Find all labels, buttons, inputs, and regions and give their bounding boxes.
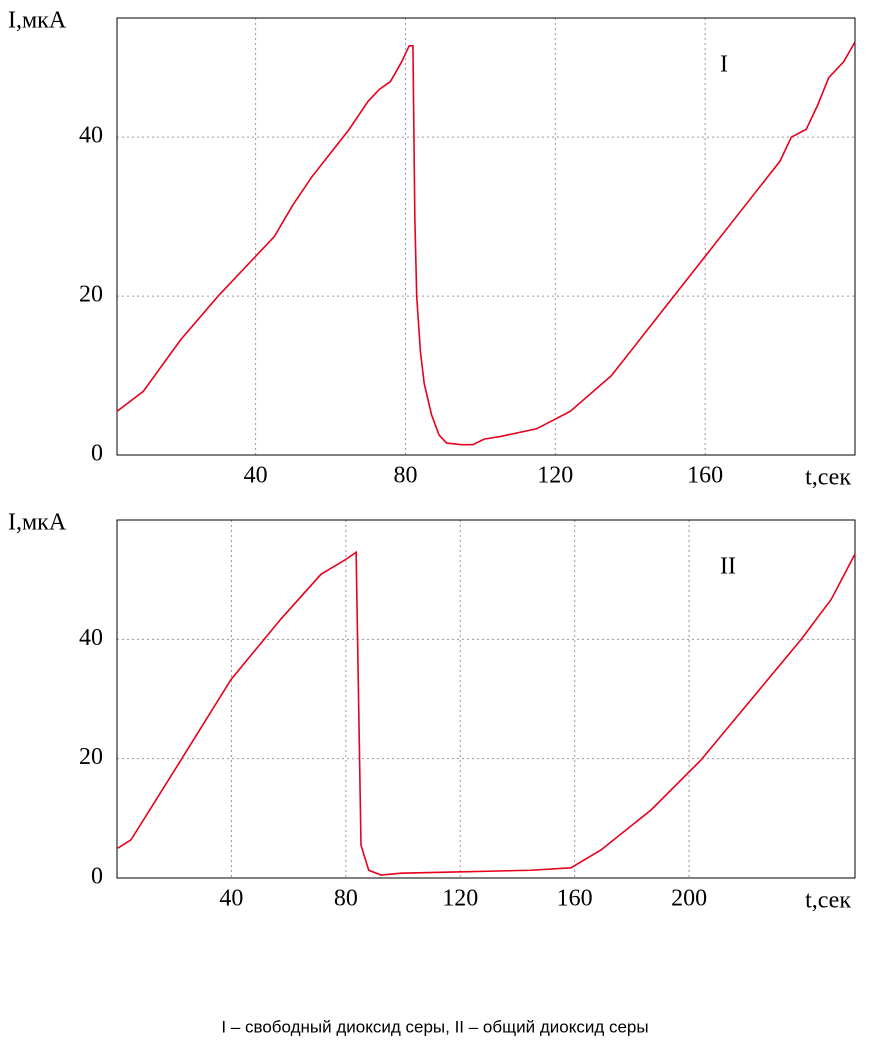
y-tick-label: 40: [79, 625, 103, 651]
y-axis-label: I,мкА: [8, 510, 67, 536]
y-tick-label: 0: [91, 864, 103, 890]
y-tick-label: 40: [79, 123, 103, 149]
x-tick-label: 80: [334, 886, 358, 912]
y-tick-label: 20: [79, 744, 103, 770]
x-tick-label: 80: [393, 463, 417, 489]
data-line: [117, 550, 856, 876]
annotation: I: [720, 52, 728, 78]
x-tick-label: 40: [219, 886, 243, 912]
x-axis-label: t,сек: [805, 888, 851, 914]
x-tick-label: 120: [537, 463, 573, 489]
x-axis-label: t,сек: [805, 465, 851, 491]
y-tick-label: 0: [91, 441, 103, 467]
y-axis-label: I,мкА: [8, 8, 67, 34]
x-tick-label: 200: [671, 886, 707, 912]
data-line: [116, 41, 856, 446]
x-tick-label: 120: [442, 886, 478, 912]
plot-frame: [116, 17, 856, 456]
x-tick-label: 160: [687, 463, 723, 489]
plot-frame: [116, 519, 856, 879]
x-tick-label: 40: [244, 463, 268, 489]
annotation: II: [720, 554, 736, 580]
y-tick-label: 20: [79, 282, 103, 308]
x-tick-label: 160: [557, 886, 593, 912]
caption: I – свободный диоксид серы, II – общий д…: [221, 1017, 648, 1036]
